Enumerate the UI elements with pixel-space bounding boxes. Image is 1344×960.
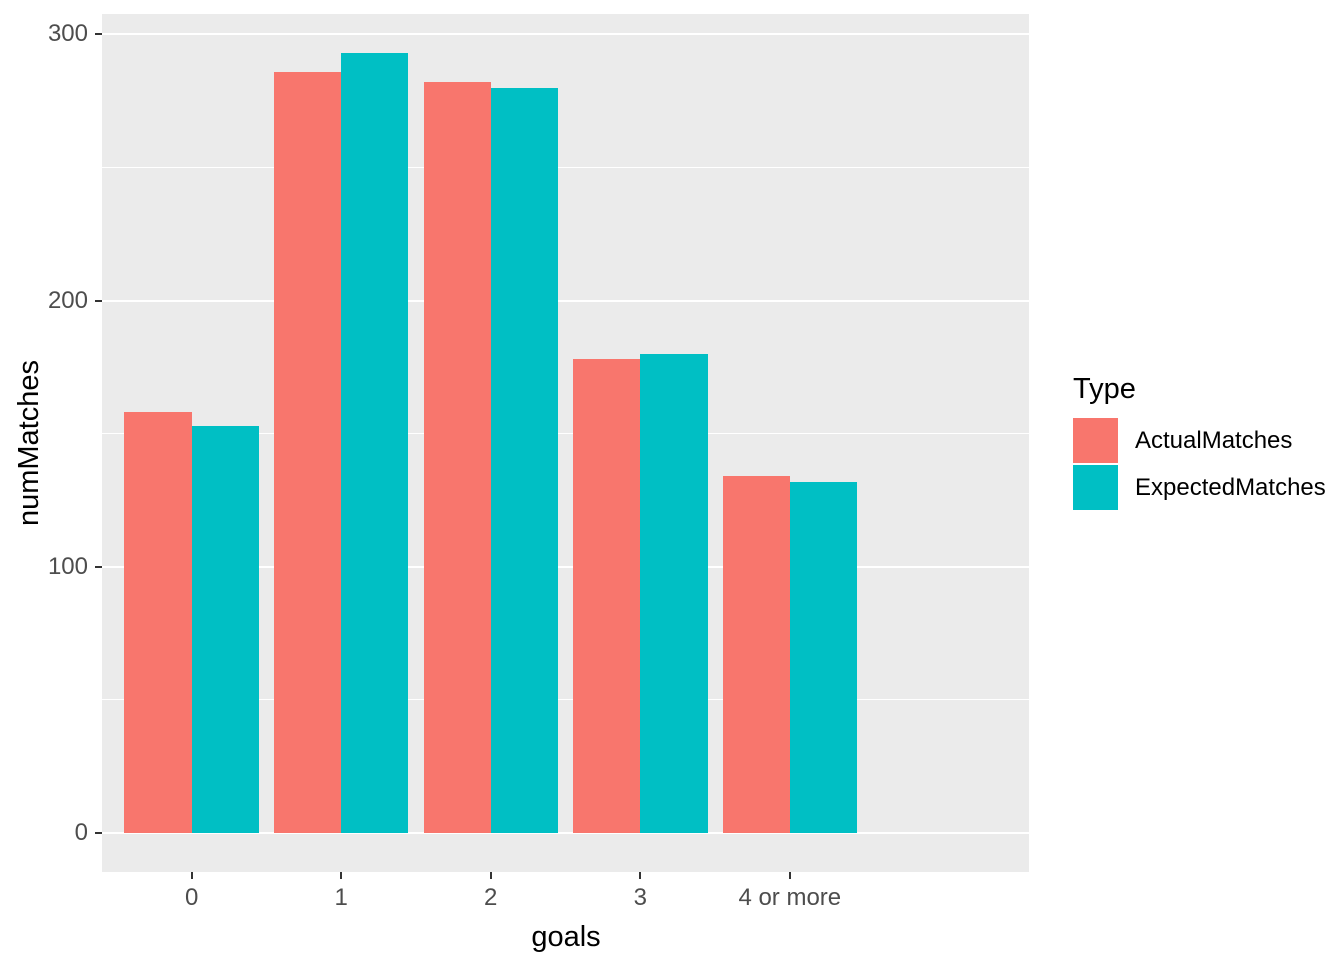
x-tick-label: 1 — [334, 884, 348, 911]
bar-actualmatches-2 — [423, 82, 491, 833]
major-gridline — [102, 832, 1029, 834]
major-gridline — [102, 33, 1029, 36]
x-tick-mark — [639, 872, 642, 879]
y-tick-mark — [95, 565, 102, 568]
legend-key-swatch — [1073, 418, 1118, 463]
y-tick-label: 200 — [47, 286, 88, 314]
major-gridline — [102, 565, 1029, 568]
y-tick-label: 100 — [47, 552, 88, 580]
x-tick-mark — [489, 872, 492, 879]
legend-key-swatch — [1073, 465, 1118, 510]
bar-actualmatches-0 — [124, 412, 192, 833]
x-tick-mark — [340, 872, 343, 879]
legend: Type ActualMatches ExpectedMatches — [1073, 372, 1326, 512]
y-tick-mark — [95, 832, 102, 834]
legend-entry: ActualMatches — [1073, 418, 1326, 463]
x-tick-label: 2 — [484, 884, 498, 911]
legend-entry: ExpectedMatches — [1073, 465, 1326, 510]
legend-entry-label: ActualMatches — [1135, 426, 1293, 454]
minor-gridline — [102, 699, 1029, 701]
major-gridline — [102, 299, 1029, 302]
x-axis-title: goals — [531, 921, 601, 953]
bar-expectedmatches-2 — [490, 87, 558, 833]
y-tick-label: 0 — [74, 819, 88, 846]
minor-gridline — [102, 166, 1029, 168]
minor-gridline — [102, 433, 1029, 435]
y-tick-mark — [95, 299, 102, 302]
x-tick-mark — [190, 872, 193, 879]
bar-actualmatches-1 — [273, 71, 342, 833]
x-tick-mark — [788, 872, 791, 879]
bar-expectedmatches-0 — [191, 425, 259, 833]
x-tick-label: 3 — [633, 884, 647, 911]
y-tick-label: 300 — [47, 20, 88, 48]
legend-entries: ActualMatches ExpectedMatches — [1073, 418, 1326, 510]
legend-title: Type — [1073, 373, 1136, 405]
x-tick-label: 0 — [185, 884, 199, 911]
legend-entry-label: ExpectedMatches — [1135, 473, 1326, 501]
bar-actualmatches-3 — [573, 359, 641, 833]
bar-expectedmatches-4-or-more — [789, 481, 858, 833]
x-tick-label: 4 or more — [738, 884, 842, 911]
plot-panel — [102, 14, 1029, 872]
bar-expectedmatches-1 — [341, 53, 409, 833]
y-tick-mark — [95, 33, 102, 36]
bar-actualmatches-4-or-more — [722, 476, 790, 833]
bar-expectedmatches-3 — [640, 353, 708, 833]
